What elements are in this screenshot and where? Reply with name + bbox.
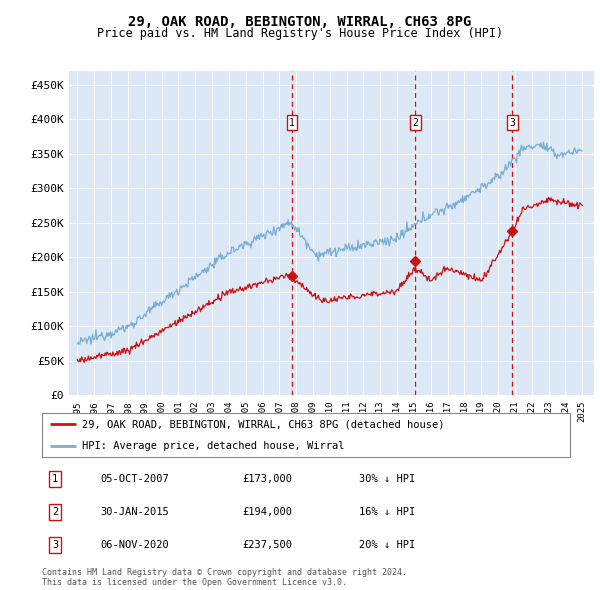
Text: This data is licensed under the Open Government Licence v3.0.: This data is licensed under the Open Gov… bbox=[42, 578, 347, 587]
Text: HPI: Average price, detached house, Wirral: HPI: Average price, detached house, Wirr… bbox=[82, 441, 344, 451]
Text: 2: 2 bbox=[52, 507, 58, 517]
Text: 06-NOV-2020: 06-NOV-2020 bbox=[100, 540, 169, 550]
Text: 20% ↓ HPI: 20% ↓ HPI bbox=[359, 540, 415, 550]
Text: Price paid vs. HM Land Registry's House Price Index (HPI): Price paid vs. HM Land Registry's House … bbox=[97, 27, 503, 40]
Text: £194,000: £194,000 bbox=[242, 507, 293, 517]
Text: 3: 3 bbox=[509, 117, 515, 127]
Text: £237,500: £237,500 bbox=[242, 540, 293, 550]
Text: 16% ↓ HPI: 16% ↓ HPI bbox=[359, 507, 415, 517]
Text: 30% ↓ HPI: 30% ↓ HPI bbox=[359, 474, 415, 484]
Text: Contains HM Land Registry data © Crown copyright and database right 2024.: Contains HM Land Registry data © Crown c… bbox=[42, 568, 407, 576]
Text: 1: 1 bbox=[52, 474, 58, 484]
Text: 30-JAN-2015: 30-JAN-2015 bbox=[100, 507, 169, 517]
Text: 29, OAK ROAD, BEBINGTON, WIRRAL, CH63 8PG (detached house): 29, OAK ROAD, BEBINGTON, WIRRAL, CH63 8P… bbox=[82, 419, 444, 429]
Text: £173,000: £173,000 bbox=[242, 474, 293, 484]
Text: 2: 2 bbox=[412, 117, 418, 127]
Text: 3: 3 bbox=[52, 540, 58, 550]
Text: 29, OAK ROAD, BEBINGTON, WIRRAL, CH63 8PG: 29, OAK ROAD, BEBINGTON, WIRRAL, CH63 8P… bbox=[128, 15, 472, 29]
Text: 05-OCT-2007: 05-OCT-2007 bbox=[100, 474, 169, 484]
Text: 1: 1 bbox=[289, 117, 295, 127]
